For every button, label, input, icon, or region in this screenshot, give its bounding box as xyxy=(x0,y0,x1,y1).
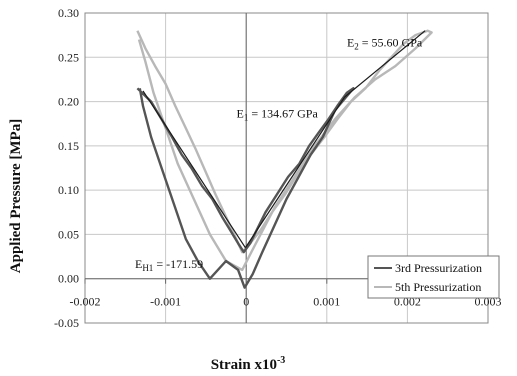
modulus-annotation: E2 = 55.60 GPa xyxy=(347,36,423,52)
legend-label-3rd: 3rd Pressurization xyxy=(395,261,482,275)
y-tick-label: 0.20 xyxy=(58,95,79,109)
x-tick-label: -0.002 xyxy=(70,295,101,309)
y-tick-label: -0.05 xyxy=(54,316,79,330)
y-tick-label: 0.10 xyxy=(58,183,79,197)
x-tick-label: 0 xyxy=(243,295,249,309)
fit-line xyxy=(344,30,426,98)
legend-box xyxy=(367,255,500,299)
y-tick-labels: -0.05 0.00 0.05 0.10 0.15 0.20 0.25 0.30 xyxy=(54,6,79,330)
legend: 3rd Pressurization 5th Pressurization xyxy=(367,255,500,299)
y-tick-label: 0.15 xyxy=(58,139,79,153)
series-line-3rd-pressurization xyxy=(136,87,355,289)
y-tick-label: 0.25 xyxy=(58,50,79,64)
fit-line xyxy=(142,90,246,249)
x-axis-title-exponent: -3 xyxy=(277,355,285,366)
x-axis-title: Strain x10-3 xyxy=(211,355,286,373)
fit-line xyxy=(244,96,346,249)
legend-label-5th: 5th Pressurization xyxy=(395,280,481,294)
fit-lines xyxy=(142,30,426,249)
modulus-annotation: E1 = 134.67 GPa xyxy=(237,107,319,123)
y-tick-label: 0.30 xyxy=(58,6,79,20)
x-axis-title-main: Strain x10 xyxy=(211,357,277,373)
y-axis-title: Applied Pressure [MPa] xyxy=(8,119,24,273)
modulus-annotation: EH1 = -171.59 xyxy=(135,257,203,273)
plot-frame xyxy=(84,12,489,324)
x-tick-label: 0.001 xyxy=(313,295,340,309)
y-tick-label: 0.00 xyxy=(58,272,79,286)
y-tick-label: 0.05 xyxy=(58,227,79,241)
annotations: E2 = 55.60 GPa E1 = 134.67 GPa EH1 = -171.… xyxy=(135,36,423,273)
x-tick-label: -0.001 xyxy=(150,295,181,309)
